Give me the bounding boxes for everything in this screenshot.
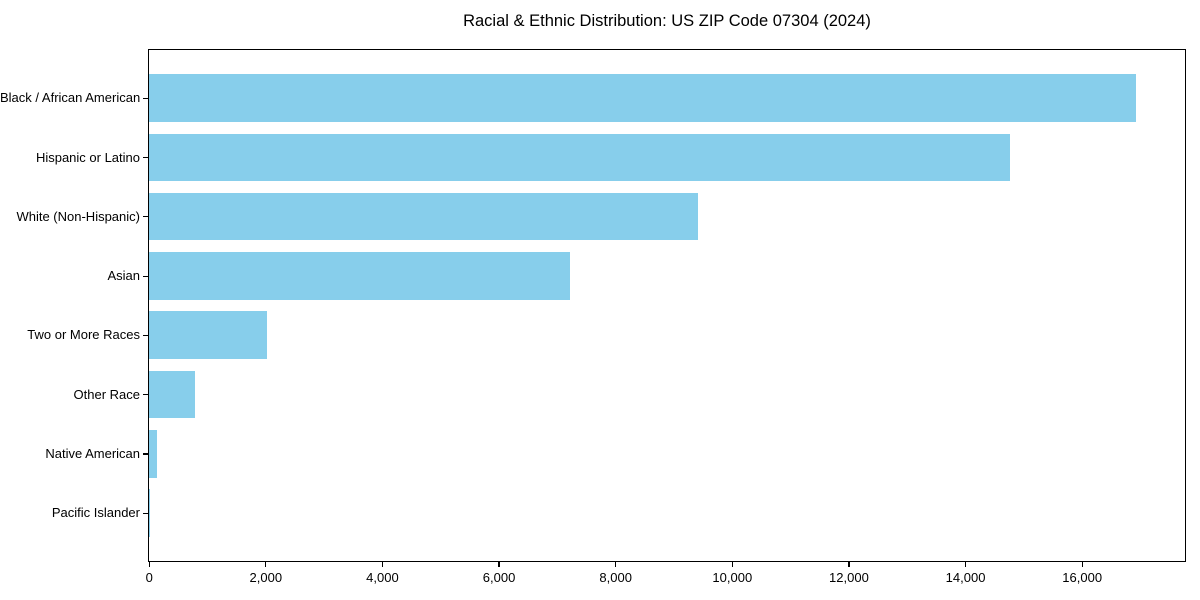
x-tick-label-4000: 4,000 — [366, 569, 399, 585]
y-tick-label-black-african-american: Black / African American — [0, 90, 141, 106]
y-tick-mark — [143, 275, 148, 277]
bar-hispanic-or-latino — [149, 133, 1011, 182]
x-tick-label-2000: 2,000 — [249, 569, 283, 585]
y-tick-label-two-or-more-races: Two or More Races — [27, 327, 140, 343]
x-tick-mark — [148, 562, 150, 567]
y-tick-mark — [143, 156, 148, 159]
y-tick-mark — [143, 512, 148, 514]
x-tick-label-10000: 10,000 — [712, 569, 753, 585]
x-tick-mark — [381, 562, 384, 567]
bar-pacific-islander — [149, 489, 151, 537]
x-tick-mark — [265, 562, 267, 567]
x-tick-mark — [964, 562, 967, 567]
bar-native-american — [149, 430, 158, 478]
y-tick-label-other-race: Other Race — [73, 386, 140, 402]
bar-other-race — [149, 370, 196, 419]
x-tick-label-8000: 8,000 — [599, 569, 632, 585]
bar-white-non-hispanic — [149, 192, 699, 241]
x-tick-label-16000: 16,000 — [1062, 569, 1103, 585]
y-tick-mark — [143, 334, 148, 336]
y-tick-label-pacific-islander: Pacific Islander — [51, 505, 140, 521]
y-tick-mark — [143, 97, 148, 99]
x-tick-mark — [848, 562, 850, 567]
x-tick-label-0: 0 — [145, 569, 153, 585]
x-tick-mark — [615, 562, 617, 567]
x-tick-mark — [731, 562, 733, 567]
chart-title: Racial & Ethnic Distribution: US ZIP Cod… — [463, 12, 871, 30]
x-tick-mark — [1081, 562, 1083, 567]
x-tick-label-14000: 14,000 — [945, 569, 986, 585]
y-tick-label-native-american: Native American — [45, 446, 140, 461]
y-tick-mark — [143, 394, 148, 396]
y-tick-label-hispanic-or-latino: Hispanic or Latino — [35, 149, 140, 165]
x-tick-label-12000: 12,000 — [829, 569, 869, 585]
plot-area — [148, 49, 1186, 562]
x-tick-mark — [498, 562, 500, 567]
y-tick-label-asian: Asian — [107, 268, 140, 284]
bar-black-african-american — [149, 74, 1137, 122]
bar-asian — [149, 252, 570, 300]
x-tick-label-6000: 6,000 — [482, 569, 516, 585]
y-tick-mark — [143, 216, 148, 218]
y-tick-label-white-non-hispanic: White (Non-Hispanic) — [16, 208, 140, 224]
y-tick-mark — [143, 453, 148, 455]
bar-two-or-more-races — [149, 311, 267, 359]
